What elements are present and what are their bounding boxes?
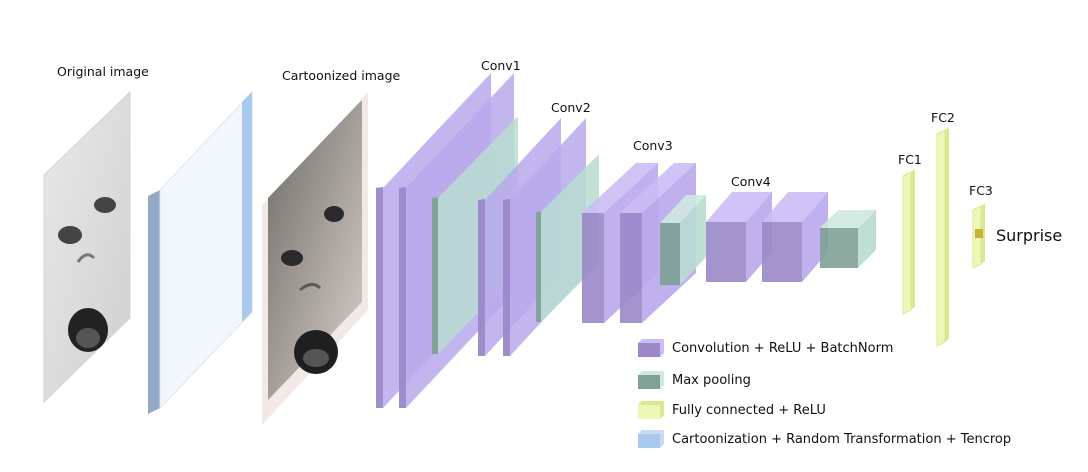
conv4-layer-b [762,192,828,282]
fc3-label: FC3 [969,183,993,198]
fc1-label: FC1 [898,152,922,167]
conv3-pool [660,195,706,285]
output-class-label: Surprise [996,226,1063,245]
conv1-label: Conv1 [481,58,521,73]
original-image-label: Original image [57,64,149,79]
legend-label-aug: Cartoonization + Random Transformation +… [672,431,1012,447]
aug-swatch-icon [638,430,664,448]
output-unit-marker [975,229,983,238]
legend-label-fc: Fully connected + ReLU [672,402,826,418]
original-face-image [43,90,131,404]
fc-swatch-icon [638,401,664,419]
fc2-label: FC2 [931,110,955,125]
legend-item-aug: Cartoonization + Random Transformation +… [638,430,1011,448]
fc1-layer [902,169,915,315]
conv4-pool [820,210,876,268]
legend-label-conv: Convolution + ReLU + BatchNorm [672,340,894,356]
legend-item-pool: Max pooling [638,371,751,389]
cartoonized-face-image [262,92,368,425]
conv2-pool [536,154,599,322]
fc2-layer [936,127,949,347]
augmentation-panel [148,90,253,414]
cartoonized-image-label: Cartoonized image [282,68,401,83]
conv3-label: Conv3 [633,138,673,153]
legend-label-pool: Max pooling [672,372,751,388]
legend-item-fc: Fully connected + ReLU [638,401,826,419]
pool-swatch-icon [638,371,664,389]
network-layers [376,73,985,408]
conv-swatch-icon [638,339,664,357]
conv4-label: Conv4 [731,174,771,189]
legend-item-conv: Convolution + ReLU + BatchNorm [638,339,893,357]
conv2-label: Conv2 [551,100,591,115]
